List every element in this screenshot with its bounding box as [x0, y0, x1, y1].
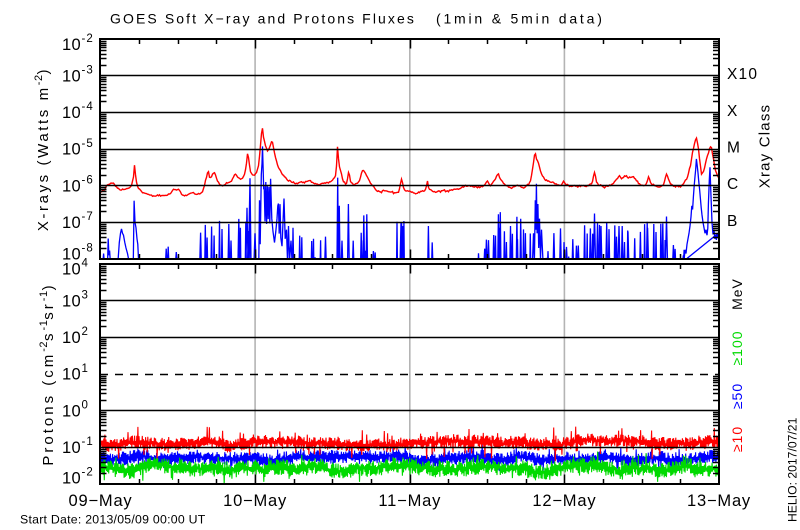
svg-text:X10: X10 [727, 66, 758, 83]
svg-text:C: C [727, 176, 739, 193]
svg-text:M: M [727, 140, 741, 157]
svg-text:Xray Class: Xray Class [757, 104, 774, 189]
svg-text:X: X [727, 103, 739, 120]
svg-text:B: B [727, 213, 739, 230]
svg-text:13−May: 13−May [687, 492, 751, 510]
svg-text:HELIO: 2017/07/21: HELIO: 2017/07/21 [786, 417, 800, 522]
svg-text:Protons (cm-2s-1sr-1): Protons (cm-2s-1sr-1) [38, 282, 57, 465]
svg-text:≥50: ≥50 [729, 383, 745, 409]
svg-text:09−May: 09−May [69, 492, 133, 510]
svg-text:≥100: ≥100 [729, 330, 745, 365]
svg-text:Start Date: 2013/05/09 00:00 U: Start Date: 2013/05/09 00:00 UT [20, 513, 206, 527]
svg-text:MeV: MeV [729, 278, 745, 310]
svg-text:11−May: 11−May [378, 492, 441, 510]
svg-text:GOES Soft X−ray and Protons Fl: GOES Soft X−ray and Protons Fluxes [110, 11, 416, 27]
svg-text:(1min & 5min data): (1min & 5min data) [436, 11, 605, 27]
svg-text:10−May: 10−May [223, 492, 287, 510]
svg-text:X-rays (Watts m-2): X-rays (Watts m-2) [33, 67, 52, 231]
svg-text:≥10: ≥10 [729, 426, 745, 452]
svg-text:12−May: 12−May [532, 492, 596, 510]
